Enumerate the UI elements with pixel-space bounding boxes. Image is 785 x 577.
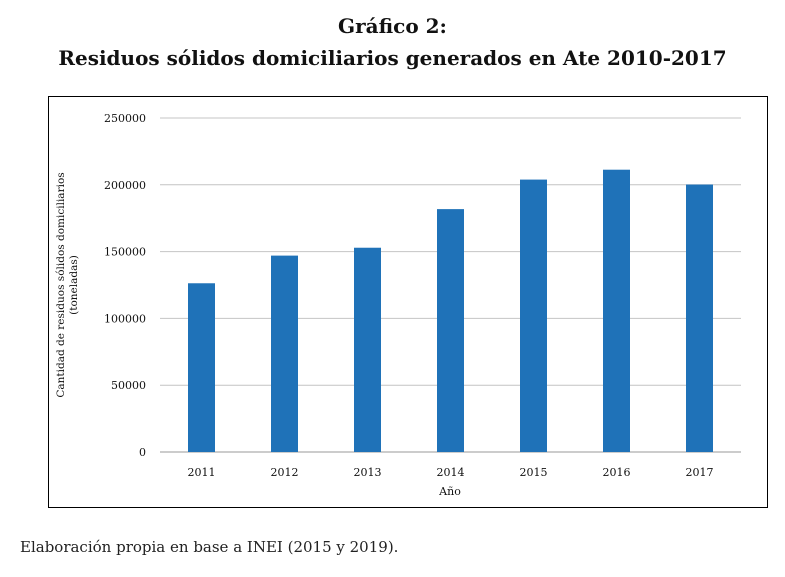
x-tick-label: 2017 [686,466,714,479]
chart-frame [48,96,768,508]
bar-2014 [437,209,464,452]
y-tick-label: 0 [139,446,146,459]
chart-title-line2: Residuos sólidos domiciliarios generados… [58,46,727,70]
bar-2016 [603,169,630,453]
bar-2017 [686,184,713,452]
y-tick-label: 100000 [104,312,146,325]
x-tick-label: 2016 [603,466,631,479]
x-tick-label: 2013 [354,466,382,479]
y-tick-label: 250000 [104,112,146,125]
x-tick-label: 2014 [437,466,465,479]
bar-2011 [188,283,215,452]
chart-title-line1: Gráfico 2: [338,14,447,38]
bar-2015 [520,179,547,452]
y-axis-label-units: (toneladas) [68,255,80,315]
x-axis-label: Año [438,485,461,498]
y-tick-label: 50000 [111,379,146,392]
x-tick-label: 2015 [520,466,548,479]
y-tick-label: 200000 [104,179,146,192]
bar-2013 [354,247,381,452]
bar-2012 [271,255,298,452]
source-note: Elaboración propia en base a INEI (2015 … [20,538,399,556]
y-axis-label: Cantidad de residuos sólidos domiciliari… [55,172,67,397]
x-tick-label: 2012 [271,466,299,479]
y-tick-label: 150000 [104,246,146,259]
x-tick-label: 2011 [188,466,216,479]
